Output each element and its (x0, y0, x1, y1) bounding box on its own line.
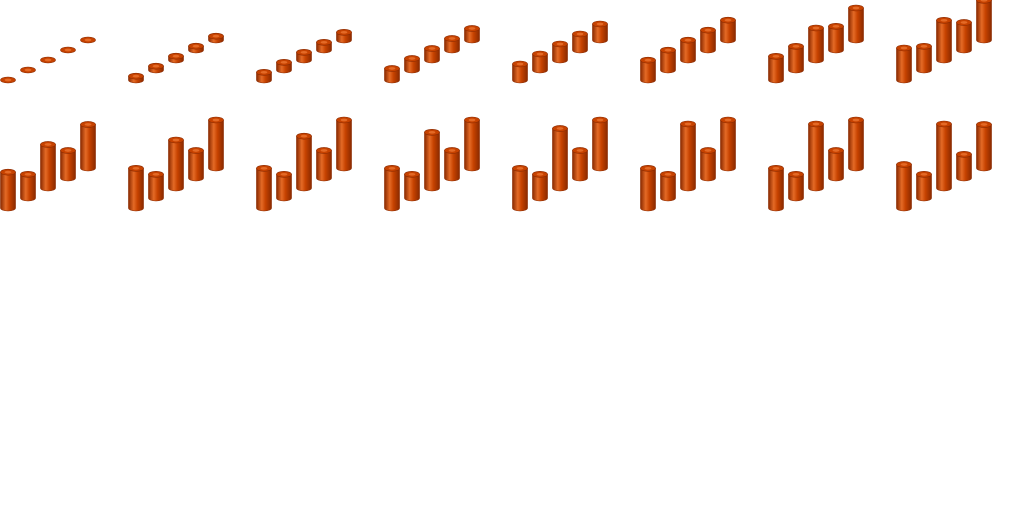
cylinder-bar (768, 53, 784, 84)
cylinder-bar (168, 52, 184, 64)
cylinder-bar (128, 165, 144, 212)
cylinder-bar (936, 17, 952, 64)
cylinder-bar (384, 165, 400, 212)
cylinder-bar (0, 76, 16, 84)
cylinder-bar (660, 46, 676, 74)
cylinder-bar (828, 23, 844, 54)
cylinder-bar (148, 62, 164, 74)
cylinder-bar (956, 19, 972, 54)
cylinder-bar (720, 116, 736, 172)
cylinder-bar (464, 25, 480, 44)
cylinder-bar (976, 121, 992, 172)
cylinder-bar (592, 116, 608, 172)
cylinder-bar (512, 165, 528, 212)
cylinder-bar (296, 132, 312, 192)
cylinder-bar (80, 121, 96, 172)
bar-frame-5 (512, 20, 608, 84)
cylinder-bar (188, 42, 204, 54)
cylinder-bar (0, 168, 16, 212)
cylinder-bar (60, 147, 76, 182)
cylinder-bar (680, 120, 696, 192)
cylinder-bar (424, 45, 440, 64)
cylinder-bar (60, 46, 76, 54)
cylinder-bar (336, 116, 352, 172)
cylinder-bar (848, 4, 864, 44)
bar-frame-4 (384, 25, 480, 84)
cylinder-bar (720, 16, 736, 44)
cylinder-bar (916, 43, 932, 74)
cylinder-bar (936, 120, 952, 192)
cylinder-bar (700, 147, 716, 182)
cylinder-bar (168, 136, 184, 192)
cylinder-bar (296, 49, 312, 64)
bar-frame-15 (768, 116, 864, 212)
cylinder-bar (208, 32, 224, 44)
cylinder-bar (80, 36, 96, 44)
cylinder-bar (404, 55, 420, 74)
cylinder-bar (276, 171, 292, 202)
bar-frame-3 (256, 29, 352, 84)
cylinder-bar (552, 125, 568, 192)
cylinder-bar (256, 165, 272, 212)
cylinder-bar (640, 56, 656, 84)
cylinder-bar (464, 116, 480, 172)
cylinder-bar (128, 72, 144, 84)
bar-frame-14 (640, 116, 736, 212)
cylinder-bar (532, 171, 548, 202)
cylinder-bar (848, 116, 864, 172)
cylinder-bar (956, 151, 972, 182)
cylinder-bar (976, 0, 992, 44)
cylinder-bar (700, 26, 716, 54)
cylinder-bar (808, 120, 824, 192)
cylinder-bar (592, 20, 608, 44)
cylinder-bar (384, 65, 400, 84)
cylinder-bar (316, 39, 332, 54)
cylinder-bar (788, 171, 804, 202)
cylinder-bar (208, 116, 224, 172)
cylinder-bar (256, 69, 272, 84)
bar-frame-9 (0, 121, 96, 212)
bar-frame-8 (896, 0, 992, 84)
bar-frame-1 (0, 36, 96, 84)
cylinder-bar (896, 161, 912, 212)
bar-frame-12 (384, 116, 480, 212)
cylinder-bar (768, 165, 784, 212)
cylinder-bar (336, 29, 352, 44)
cylinder-bar (660, 171, 676, 202)
cylinder-bar (424, 129, 440, 192)
cylinder-bar (444, 147, 460, 182)
bar-frame-7 (768, 4, 864, 84)
cylinder-bar (276, 59, 292, 74)
cylinder-bar (572, 30, 588, 54)
bar-frame-13 (512, 116, 608, 212)
bar-frame-16 (896, 120, 992, 212)
cylinder-bar (188, 147, 204, 182)
cylinder-bar (20, 66, 36, 74)
cylinder-bar (316, 147, 332, 182)
cylinder-bar (916, 171, 932, 202)
cylinder-bar (828, 147, 844, 182)
cylinder-bar (808, 24, 824, 64)
cylinder-bar (640, 165, 656, 212)
cylinder-bar (680, 36, 696, 64)
cylinder-bar (552, 40, 568, 64)
cylinder-bar (444, 35, 460, 54)
bar-frame-11 (256, 116, 352, 212)
cylinder-bar (148, 171, 164, 202)
cylinder-bar (572, 147, 588, 182)
cylinder-bar (512, 60, 528, 84)
cylinder-bar (896, 44, 912, 84)
cylinder-bar (20, 171, 36, 202)
bar-frame-2 (128, 32, 224, 84)
bar-frame-6 (640, 16, 736, 84)
cylinder-bar (40, 141, 56, 192)
cylinder-bar (788, 43, 804, 74)
cylinder-bar (404, 171, 420, 202)
bar-frame-10 (128, 116, 224, 212)
cylinder-bar (532, 50, 548, 74)
cylinder-bar (40, 56, 56, 64)
